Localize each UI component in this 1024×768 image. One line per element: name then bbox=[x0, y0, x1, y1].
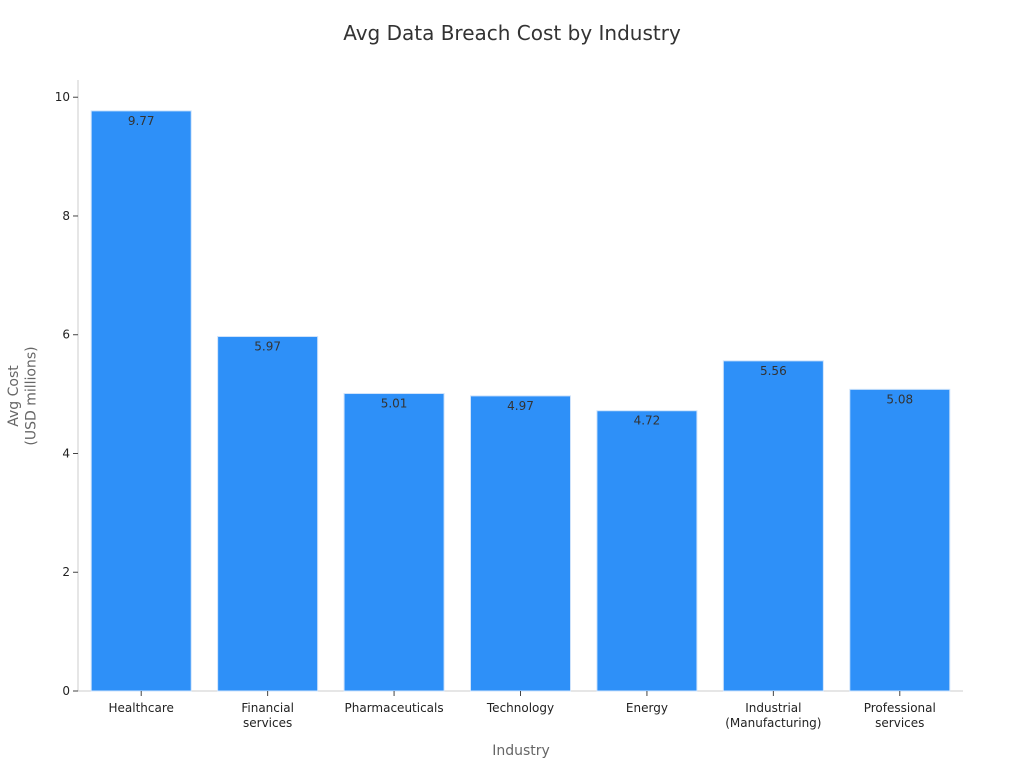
value-label: 5.97 bbox=[254, 340, 281, 354]
value-label: 9.77 bbox=[128, 114, 155, 128]
x-tick-label: Technology bbox=[486, 701, 554, 715]
value-label: 4.72 bbox=[634, 414, 661, 428]
bar bbox=[722, 360, 824, 692]
x-tick-label: Financial services bbox=[241, 701, 294, 730]
bar bbox=[849, 388, 951, 692]
bar bbox=[470, 395, 571, 692]
value-label: 4.97 bbox=[507, 399, 534, 413]
x-tick-label: Professional services bbox=[864, 701, 936, 730]
y-tick-label: 2 bbox=[62, 565, 70, 579]
x-tick-label: Healthcare bbox=[109, 701, 174, 715]
bar bbox=[343, 393, 445, 692]
y-tick-label: 8 bbox=[62, 209, 70, 223]
bar bbox=[90, 110, 192, 692]
value-label: 5.56 bbox=[760, 364, 787, 378]
x-tick-label: Energy bbox=[626, 701, 668, 715]
x-tick-label: Industrial (Manufacturing) bbox=[725, 701, 821, 730]
y-tick-label: 10 bbox=[55, 90, 70, 104]
y-tick-label: 0 bbox=[62, 684, 70, 698]
bar bbox=[596, 410, 698, 692]
y-axis-label: Avg Cost (USD millions) bbox=[6, 346, 40, 445]
x-axis-label: Industry bbox=[492, 743, 550, 759]
y-tick-label: 4 bbox=[62, 446, 70, 460]
bar bbox=[217, 336, 319, 692]
x-tick-label: Pharmaceuticals bbox=[345, 701, 444, 715]
value-label: 5.01 bbox=[381, 397, 408, 411]
value-label: 5.08 bbox=[886, 392, 913, 406]
chart-title: Avg Data Breach Cost by Industry bbox=[343, 21, 681, 45]
y-tick-label: 6 bbox=[62, 328, 70, 342]
